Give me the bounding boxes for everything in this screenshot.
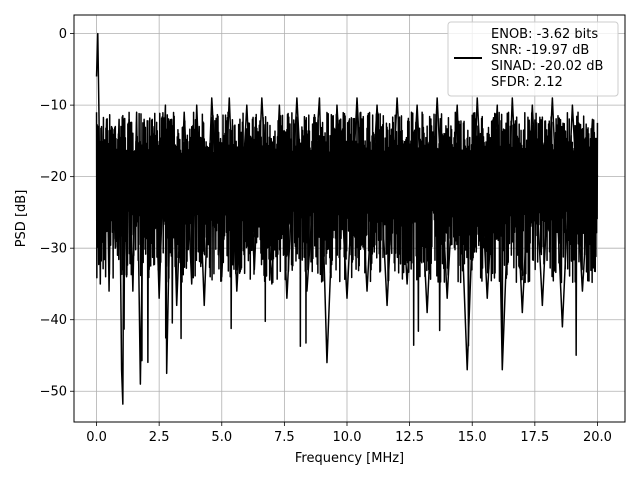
legend-box [447, 21, 619, 97]
x-tick-label: 5.0 [211, 430, 232, 445]
legend-line-sinad: SINAD: -20.02 dB [491, 59, 603, 74]
x-tick-label: 7.5 [274, 430, 295, 445]
x-tick-label: 17.5 [520, 430, 549, 445]
series-layer [95, 32, 599, 405]
y-tick-label: −40 [40, 313, 67, 328]
legend-line-sfdr: SFDR: 2.12 [491, 75, 563, 90]
x-tick-label: 20.0 [583, 430, 612, 445]
psd-trace [95, 32, 599, 405]
x-tick-label: 12.5 [395, 430, 424, 445]
y-tick-label: 0 [59, 27, 67, 42]
y-tick-label: −20 [40, 170, 67, 185]
y-axis-label: PSD [dB] [14, 190, 29, 248]
legend-line-snr: SNR: -19.97 dB [491, 43, 589, 58]
x-tick-label: 15.0 [458, 430, 487, 445]
x-tick-label: 0.0 [86, 430, 107, 445]
x-tick-label: 2.5 [149, 430, 170, 445]
x-tick-label: 10.0 [333, 430, 362, 445]
legend: ENOB: -3.62 bits SNR: -19.97 dB SINAD: -… [447, 21, 619, 97]
y-tick-label: −50 [40, 385, 67, 400]
legend-line-enob: ENOB: -3.62 bits [491, 27, 598, 42]
y-tick-label: −10 [40, 99, 67, 114]
x-axis-label: Frequency [MHz] [295, 451, 404, 466]
plot-frame [73, 14, 626, 423]
y-tick-label: −30 [40, 242, 67, 257]
ticks: 0.0 2.5 5.0 7.5 10.0 12.5 15.0 17.5 20.0 0 −10 −20 −… [40, 27, 612, 445]
